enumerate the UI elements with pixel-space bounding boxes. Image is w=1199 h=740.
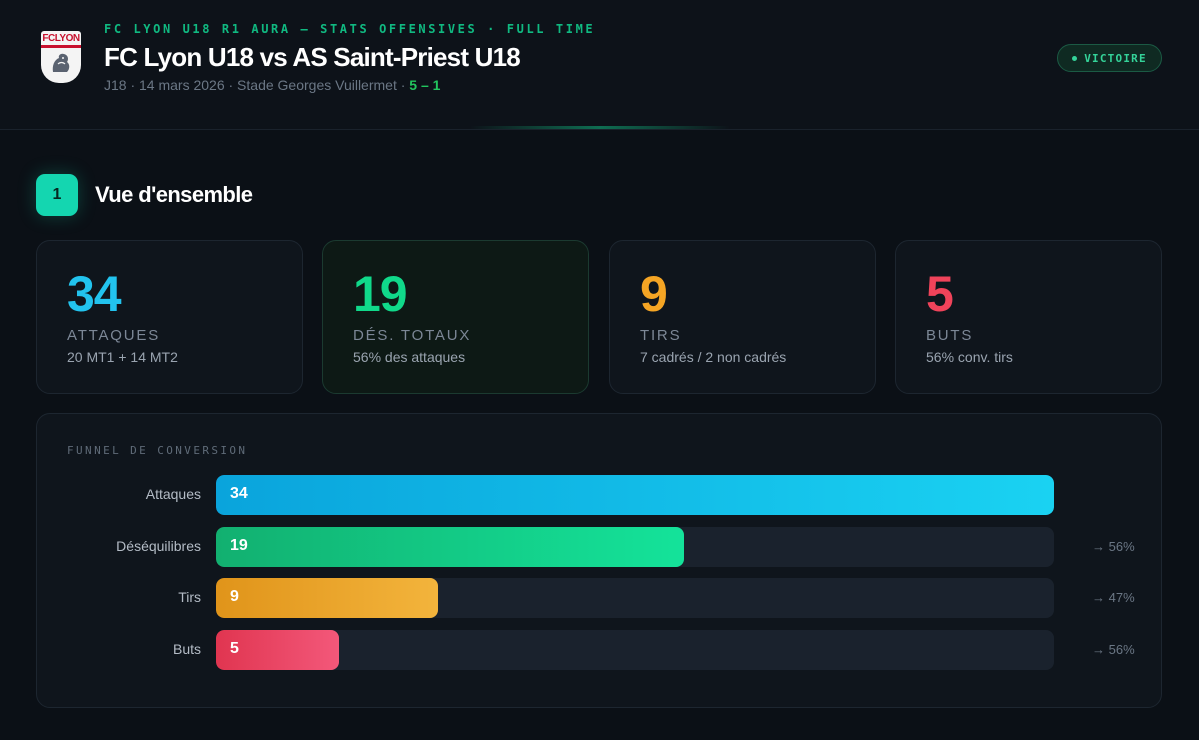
- funnel-row-attaques: Attaques 34: [37, 475, 1163, 515]
- funnel-track: 5: [216, 630, 1054, 670]
- page-title: FC Lyon U18 vs AS Saint-Priest U18: [104, 42, 521, 72]
- funnel-bar-value: 5: [230, 640, 239, 657]
- stat-card-buts: 5 BUTS 56% conv. tirs: [895, 240, 1162, 394]
- stat-value: 34: [67, 266, 122, 322]
- stat-card-tirs: 9 TIRS 7 cadrés / 2 non cadrés: [609, 240, 876, 394]
- stat-sub: 56% conv. tirs: [926, 349, 1013, 365]
- funnel-row-pct: → 56%: [1092, 642, 1135, 657]
- header-glow: [470, 126, 730, 129]
- funnel-title: FUNNEL DE CONVERSION: [67, 444, 248, 457]
- competition-kicker: FC LYON U18 R1 AURA — STATS OFFENSIVES ·…: [104, 22, 596, 36]
- status-dot-icon: [1072, 55, 1078, 61]
- match-meta-text: J18 · 14 mars 2026 · Stade Georges Vuill…: [104, 77, 410, 93]
- funnel-bar: 9: [216, 578, 438, 618]
- funnel-row-buts: Buts 5 → 56%: [37, 630, 1163, 670]
- stat-sub: 7 cadrés / 2 non cadrés: [640, 349, 787, 365]
- funnel-bar-value: 19: [230, 537, 248, 554]
- club-logo: FCLYON: [41, 31, 81, 83]
- stat-label: DÉS. TOTAUX: [353, 327, 472, 344]
- funnel-bar-value: 9: [230, 588, 239, 605]
- funnel-row-label: Déséquilibres: [116, 538, 201, 554]
- funnel-row-pct: → 47%: [1092, 590, 1135, 605]
- funnel-row-label: Attaques: [145, 486, 201, 502]
- funnel-bar-value: 34: [230, 485, 248, 502]
- funnel-row-label: Tirs: [178, 589, 201, 605]
- match-meta: J18 · 14 mars 2026 · Stade Georges Vuill…: [104, 77, 440, 93]
- stat-card-attaques: 34 ATTAQUES 20 MT1 + 14 MT2: [36, 240, 303, 394]
- stat-value: 19: [353, 266, 408, 322]
- match-header: FCLYON FC LYON U18 R1 AURA — STATS OFFEN…: [0, 0, 1199, 130]
- section-number: 1: [36, 174, 78, 216]
- stat-value: 9: [640, 266, 668, 322]
- stat-card-desequilibres: 19 DÉS. TOTAUX 56% des attaques: [322, 240, 589, 394]
- section-title: Vue d'ensemble: [95, 182, 253, 207]
- funnel-bar: 5: [216, 630, 339, 670]
- result-badge-label: VICTOIRE: [1084, 51, 1147, 65]
- stat-sub: 20 MT1 + 14 MT2: [67, 349, 178, 365]
- funnel-track: 9: [216, 578, 1054, 618]
- conversion-funnel: FUNNEL DE CONVERSION Attaques 34 Déséqui…: [36, 413, 1162, 708]
- funnel-track: 19: [216, 527, 1054, 567]
- funnel-row-label: Buts: [172, 641, 201, 657]
- funnel-bar: 19: [216, 527, 684, 567]
- lion-icon: [52, 53, 70, 72]
- stat-label: BUTS: [926, 327, 974, 344]
- funnel-row-tirs: Tirs 9 → 47%: [37, 578, 1163, 618]
- stat-value: 5: [926, 266, 954, 322]
- logo-text: FCLYON: [42, 33, 80, 44]
- match-score: 5 – 1: [409, 77, 441, 93]
- stat-label: TIRS: [640, 327, 682, 344]
- funnel-track: 34: [216, 475, 1054, 515]
- stat-sub: 56% des attaques: [353, 349, 466, 365]
- funnel-row-pct: → 56%: [1092, 539, 1135, 554]
- result-badge: VICTOIRE: [1057, 44, 1162, 72]
- funnel-row-desequilibres: Déséquilibres 19 → 56%: [37, 527, 1163, 567]
- funnel-bar: 34: [216, 475, 1054, 515]
- stat-label: ATTAQUES: [67, 327, 161, 344]
